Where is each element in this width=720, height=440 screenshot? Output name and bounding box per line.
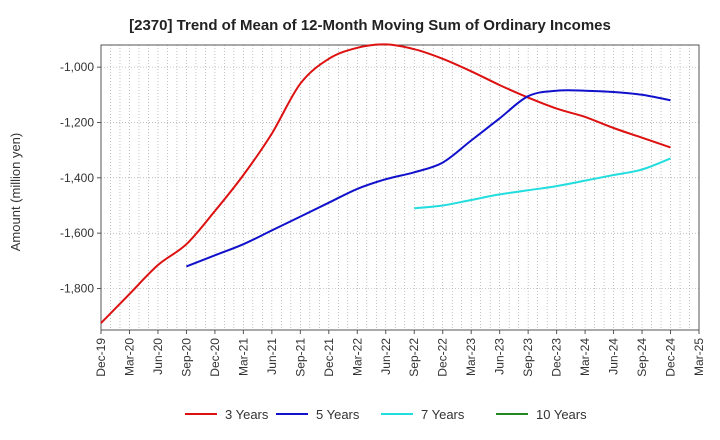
x-tick-label: Jun-20 (151, 338, 165, 375)
legend-label: 7 Years (421, 407, 465, 422)
grid (101, 45, 699, 330)
y-axis-label: Amount (million yen) (8, 133, 23, 252)
series-line-7-years (414, 157, 671, 210)
x-tick-label: Dec-24 (664, 338, 678, 377)
x-tick-label: Jun-23 (493, 338, 507, 375)
series-lines (100, 43, 671, 324)
chart-title: [2370] Trend of Mean of 12-Month Moving … (129, 17, 611, 34)
y-tick-label: -1,800 (60, 281, 94, 295)
series-line-3-years (100, 43, 671, 324)
x-tick-label: Mar-20 (122, 338, 136, 376)
x-tick-label: Sep-23 (521, 338, 535, 377)
legend-item-3-years: 3 Years (185, 407, 269, 422)
x-tick-label: Sep-21 (293, 338, 307, 377)
plot-frame (100, 44, 700, 331)
y-axis: -1,800 -1,600 -1,400 -1,200 -1,000 (60, 60, 101, 295)
legend-label: 5 Years (316, 407, 360, 422)
x-tick-label: Mar-21 (236, 338, 250, 376)
x-tick-label: Mar-22 (350, 338, 364, 376)
x-tick-label: Dec-20 (208, 338, 222, 377)
x-tick-label: Dec-19 (94, 338, 108, 377)
legend: 3 Years 5 Years 7 Years 10 Years (185, 407, 587, 422)
x-tick-label: Mar-24 (578, 338, 592, 376)
legend-label: 10 Years (536, 407, 587, 422)
y-tick-label: -1,200 (60, 115, 94, 129)
x-tick-label: Mar-25 (692, 338, 706, 376)
x-tick-label: Dec-21 (322, 338, 336, 377)
y-tick-label: -1,000 (60, 60, 94, 74)
x-tick-label: Sep-22 (407, 338, 421, 377)
legend-label: 3 Years (225, 407, 269, 422)
x-tick-label: Jun-21 (265, 338, 279, 375)
legend-item-5-years: 5 Years (276, 407, 360, 422)
x-tick-label: Sep-24 (635, 338, 649, 377)
legend-item-10-years: 10 Years (496, 407, 587, 422)
x-tick-label: Dec-22 (436, 338, 450, 377)
x-tick-label: Jun-22 (379, 338, 393, 375)
x-tick-label: Mar-23 (464, 338, 478, 376)
series-line-5-years (186, 89, 671, 268)
x-tick-label: Sep-20 (179, 338, 193, 377)
legend-item-7-years: 7 Years (381, 407, 465, 422)
x-axis: Dec-19 Mar-20 Jun-20 Sep-20 Dec-20 Mar-21 Jun-… (94, 330, 706, 377)
y-tick-label: -1,600 (60, 226, 94, 240)
x-tick-label: Jun-24 (607, 338, 621, 375)
y-tick-label: -1,400 (60, 171, 94, 185)
x-tick-label: Dec-23 (550, 338, 564, 377)
